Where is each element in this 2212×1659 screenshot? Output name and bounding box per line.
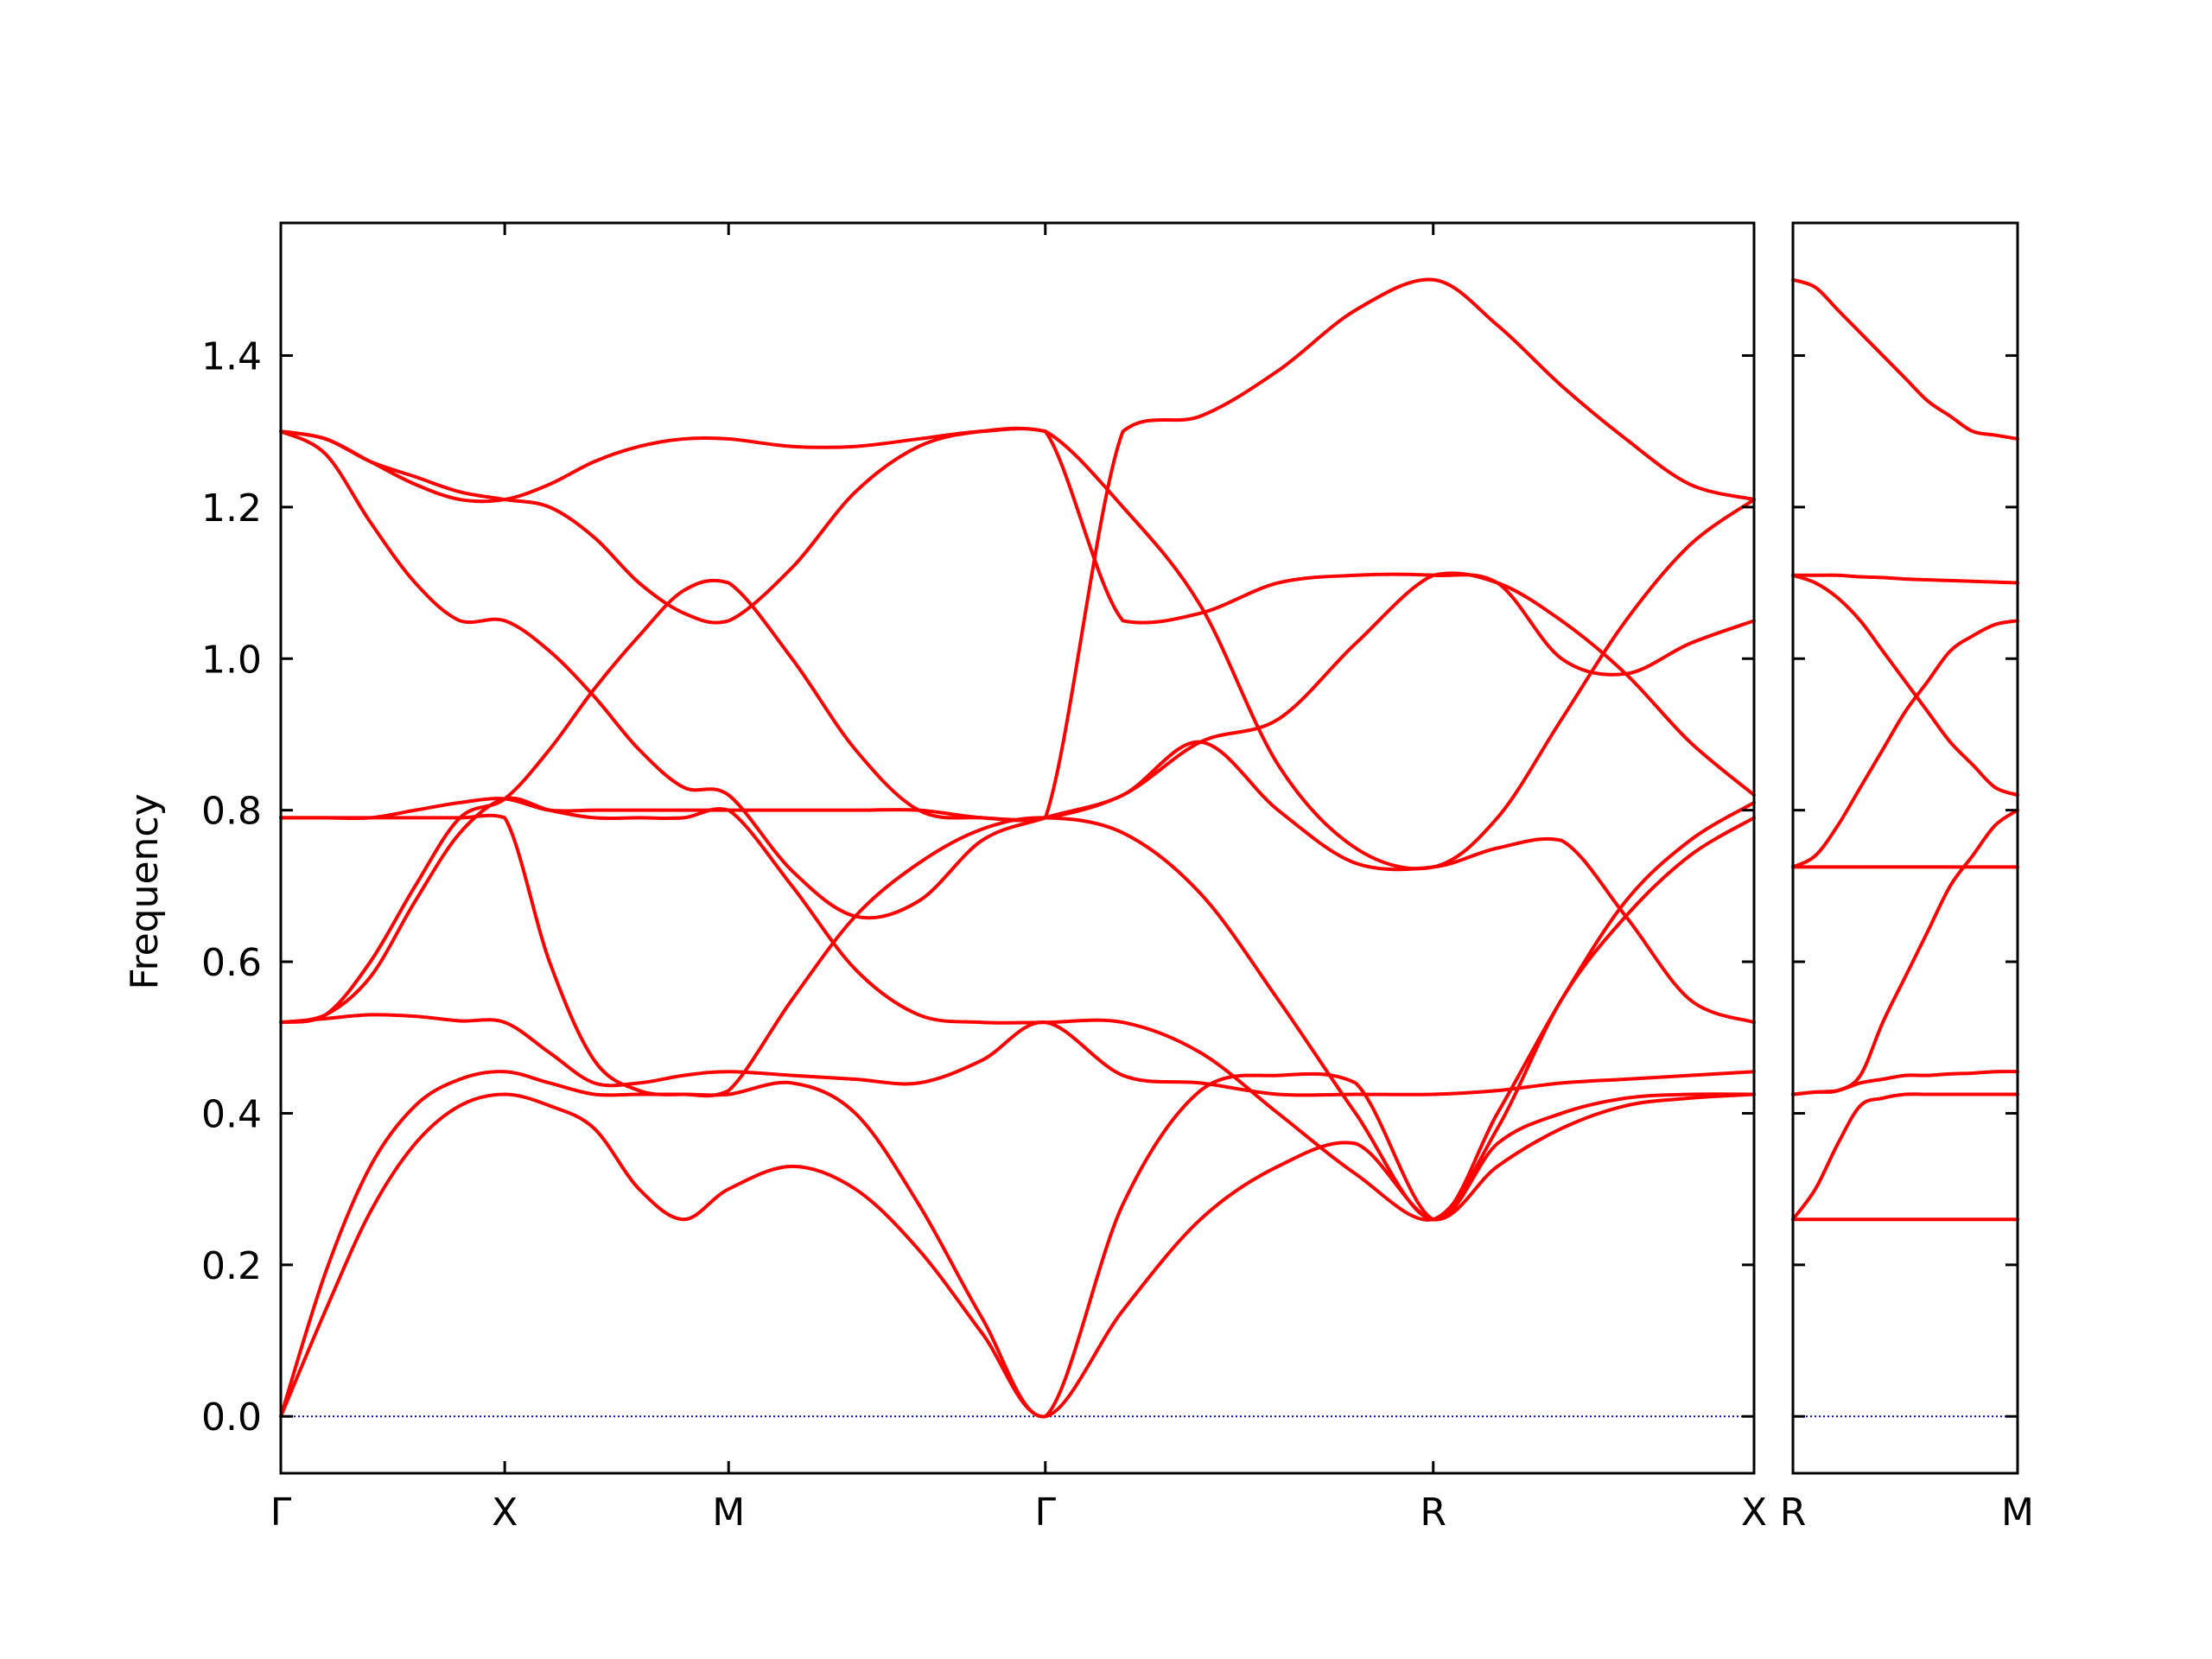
band-line-4 bbox=[279, 796, 1756, 1222]
x-tick-label: R bbox=[1420, 1491, 1446, 1535]
band-line-7 bbox=[279, 429, 1756, 920]
band-line-6 bbox=[1791, 619, 2019, 869]
plot-frame bbox=[1791, 221, 2019, 1475]
y-tick-label: 1.0 bbox=[201, 638, 262, 682]
y-tick-label: 0.4 bbox=[201, 1092, 262, 1136]
x-tick-label: R bbox=[1780, 1491, 1807, 1535]
y-tick-label: 0.6 bbox=[201, 941, 262, 985]
band-line-10 bbox=[279, 277, 1756, 1025]
y-tick-label: 0.8 bbox=[201, 790, 262, 834]
band-line-1 bbox=[279, 1092, 1756, 1419]
x-tick-label: Γ bbox=[1035, 1491, 1057, 1535]
y-tick-label: 0.0 bbox=[201, 1395, 262, 1440]
y-tick-label: 1.4 bbox=[201, 334, 262, 378]
band-line-9 bbox=[1791, 277, 2019, 441]
y-tick-label: 0.2 bbox=[201, 1244, 262, 1288]
band-line-5 bbox=[279, 800, 1756, 1222]
band-line-4 bbox=[1791, 808, 2019, 1096]
y-axis-label: Frequency bbox=[123, 793, 167, 989]
x-tick-label: Γ bbox=[270, 1491, 292, 1535]
panel-1: 0.0 0.2 0.4 0.6 0.8 1.0 1.2 1.4 Γ X M Γ R X bbox=[201, 221, 1767, 1535]
x-tick-label: X bbox=[1741, 1491, 1767, 1535]
band-line-2 bbox=[279, 1070, 1756, 1419]
plot-frame bbox=[279, 221, 1756, 1475]
band-line-8 bbox=[1791, 573, 2019, 585]
band-line-6 bbox=[279, 740, 1756, 1025]
x-tick-label: M bbox=[2001, 1491, 2034, 1535]
band-line-3 bbox=[279, 1013, 1756, 1097]
band-line-9 bbox=[279, 427, 1756, 677]
x-tick-label: M bbox=[712, 1491, 745, 1535]
y-tick-label: 1.2 bbox=[201, 486, 262, 531]
x-tick-label: X bbox=[492, 1491, 518, 1535]
band-line-2 bbox=[1791, 1092, 2019, 1222]
band-line-7 bbox=[1791, 573, 2019, 798]
